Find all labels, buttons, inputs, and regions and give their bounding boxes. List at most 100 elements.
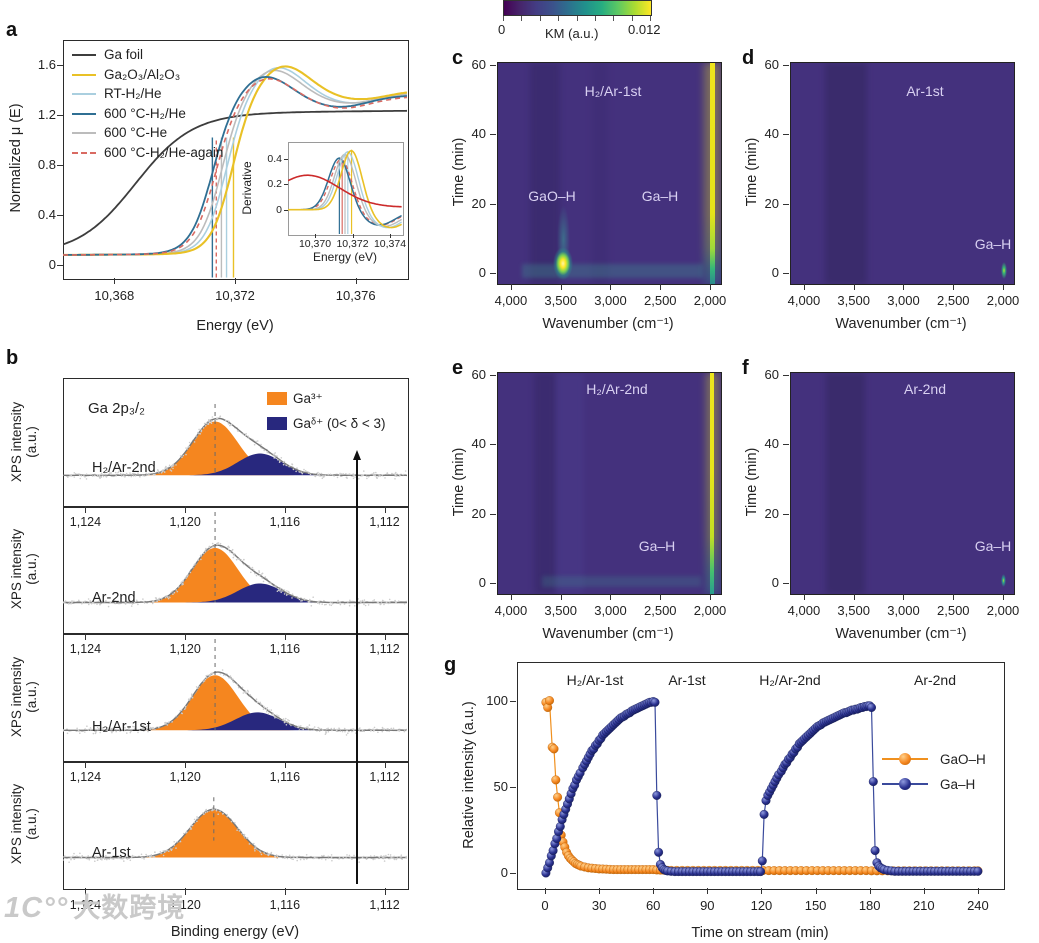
- a-ytick: [57, 115, 63, 116]
- a-curve-0: [63, 109, 407, 246]
- hm-xtick-label: 2,500: [936, 603, 970, 618]
- c-annotation-gah: Ga–H: [641, 188, 679, 204]
- a-inset-xtick: [315, 234, 316, 238]
- hm-xtick: [903, 284, 905, 290]
- hm-xtick: [710, 594, 712, 600]
- hm-ytick-label: 60: [764, 57, 779, 73]
- panel-label-a: a: [6, 19, 18, 41]
- a-inset-ytick: [284, 209, 288, 211]
- colorbar-tick: [539, 16, 541, 21]
- hm-xtick: [660, 284, 662, 290]
- a-legend-label: RT-H₂/He: [104, 86, 162, 101]
- hm-xtick-label: 3,500: [544, 603, 577, 618]
- hm-ytick-label: 20: [471, 505, 486, 521]
- hm-xtick: [610, 284, 612, 290]
- hm-stripe: [709, 373, 715, 594]
- e-annotation-gah: Ga–H: [638, 538, 676, 554]
- colorbar-min-label: 0: [498, 22, 506, 37]
- a-legend-label: 600 °C-He: [104, 125, 168, 140]
- hm-xtick: [803, 594, 805, 600]
- hm-ytick: [490, 375, 496, 377]
- hm-xtick-label: 3,500: [837, 603, 870, 618]
- hm-xtick: [1003, 284, 1005, 290]
- b-xtick: [384, 633, 386, 640]
- watermark-logo: 1C°°: [4, 892, 69, 924]
- e-xaxis-label: Wavenumber (cm⁻¹): [542, 626, 674, 642]
- a-legend-label: Ga foil: [104, 47, 144, 62]
- b-legend-swatch-ga3: [267, 392, 287, 405]
- hm-xtick-label: 2,500: [936, 293, 970, 308]
- a-ytick-label: 0: [48, 257, 56, 272]
- hm-spot: [1001, 573, 1007, 588]
- hm-ytick-label: 20: [764, 195, 779, 211]
- b-yaxis-label-3: XPS intensity (a.u.): [9, 656, 39, 738]
- hm-xtick-label: 4,000: [494, 603, 528, 618]
- hm-stripe: [709, 63, 716, 284]
- b-xtick: [284, 633, 286, 640]
- c-xaxis-label: Wavenumber (cm⁻¹): [542, 316, 674, 332]
- g-scatter-plot: [541, 696, 983, 878]
- a-legend-label: 600 °C-H₂/He: [104, 105, 186, 121]
- g-xtick-label: 120: [750, 898, 773, 913]
- a-inset-xtick-label: 10,372: [336, 238, 369, 250]
- a-yaxis-label: Normalized μ (E): [8, 103, 24, 213]
- g-ytick: [510, 700, 516, 702]
- b-xtick-label: 1,112: [369, 515, 400, 529]
- b-xtick-label: 1,112: [369, 642, 400, 656]
- hm-ytick: [783, 375, 789, 377]
- panel-label-e: e: [452, 357, 464, 379]
- g-ytick: [510, 786, 516, 788]
- b-xtick-bottom: [384, 888, 386, 895]
- hm-xtick: [610, 594, 612, 600]
- d-annotation-gah: Ga–H: [974, 236, 1012, 252]
- g-xtick: [653, 888, 655, 894]
- a-inset-ytick-label: 0: [276, 203, 282, 216]
- hm-band: [591, 63, 608, 284]
- g-ytick-label: 100: [486, 692, 508, 708]
- b-ga3-peak: [63, 809, 407, 858]
- a-ytick-label: 0.8: [37, 157, 56, 172]
- hm-xtick: [560, 284, 562, 290]
- b-xtick-bottom-label: 1,124: [69, 898, 102, 912]
- hm-xtick: [853, 594, 855, 600]
- b-legend-label-ga3: Ga³⁺: [293, 391, 323, 406]
- a-legend-swatch: [72, 112, 96, 115]
- b-xtick-label: 1,124: [69, 642, 102, 656]
- colorbar-tick: [521, 16, 523, 21]
- a-inset-ytick: [284, 184, 288, 186]
- watermark: 1C°° 大数跨境: [4, 886, 185, 925]
- b-xtick-bottom-label: 1,120: [169, 898, 201, 912]
- hm-ytick: [783, 65, 789, 67]
- hm-xtick: [1003, 594, 1005, 600]
- a-ytick-label: 0.4: [37, 207, 56, 222]
- colorbar-tick: [613, 16, 615, 21]
- a-legend-swatch: [72, 54, 96, 56]
- hm-xtick: [510, 594, 512, 600]
- b-subpanel-frame-3: [63, 761, 409, 890]
- g-ytick: [510, 873, 516, 874]
- g-legend-marker-gaoh: [899, 753, 911, 765]
- g-xtick-label: 30: [591, 898, 607, 913]
- colorbar-tick: [594, 16, 596, 21]
- hm-ytick-label: 40: [471, 436, 486, 452]
- b-xtick-bottom: [284, 888, 286, 895]
- b-gadelta-peak: [63, 453, 407, 476]
- b-xtick: [85, 761, 87, 768]
- hm-xtick-label: 3,500: [544, 293, 577, 308]
- g-ytick-label: 0: [500, 865, 508, 880]
- hm-ytick-label: 40: [764, 126, 779, 142]
- hm-xtick-label: 4,000: [787, 603, 821, 618]
- a-plot-frame: [63, 40, 409, 280]
- hm-xtick-label: 3,000: [887, 293, 920, 308]
- hm-ytick: [783, 203, 789, 205]
- g-xtick: [977, 888, 979, 894]
- a-xaxis-label: Energy (eV): [196, 318, 274, 334]
- hm-xtick: [903, 594, 905, 600]
- b-arrow-line: [356, 459, 358, 884]
- b-xtick: [185, 761, 187, 768]
- b-xtick-label: 1,124: [69, 770, 102, 784]
- colorbar-title: KM (a.u.): [545, 26, 599, 41]
- a-legend-swatch: [72, 73, 96, 76]
- hm-hglow: [541, 575, 702, 587]
- b-xtick-label: 1,116: [269, 770, 301, 784]
